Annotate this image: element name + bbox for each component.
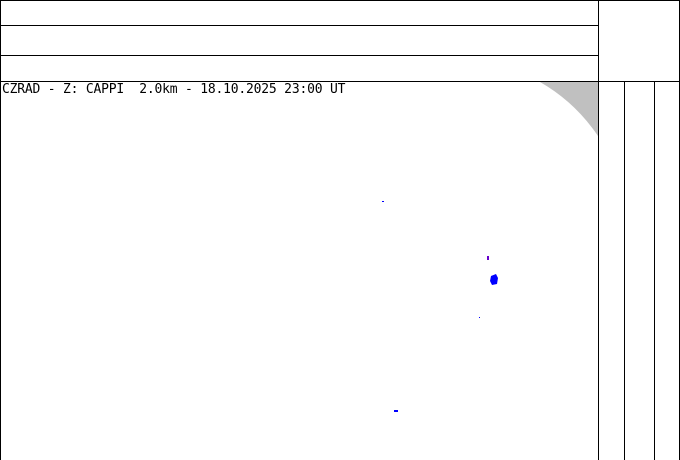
echo-cell xyxy=(479,317,480,318)
legend-column-1 xyxy=(599,82,624,460)
header-row-3 xyxy=(1,56,598,81)
side-panel-top xyxy=(599,1,679,81)
divider xyxy=(0,81,680,82)
legend-column-3 xyxy=(655,82,679,460)
divider xyxy=(0,25,598,26)
divider xyxy=(598,0,599,460)
border-left xyxy=(0,0,1,460)
map-title: CZRAD - Z: CAPPI 2.0km - 18.10.2025 23:0… xyxy=(2,82,346,97)
legend-column-2 xyxy=(625,82,654,460)
echo-cell xyxy=(394,410,398,412)
echo-cell xyxy=(487,256,489,260)
divider xyxy=(624,81,625,460)
echo-cell xyxy=(490,274,498,285)
out-of-range-area xyxy=(540,82,598,136)
border-top xyxy=(0,0,680,1)
divider xyxy=(0,55,598,56)
echo-cell xyxy=(382,201,384,202)
divider xyxy=(654,81,655,460)
header-row-1 xyxy=(1,1,598,25)
header-row-2 xyxy=(1,26,598,55)
